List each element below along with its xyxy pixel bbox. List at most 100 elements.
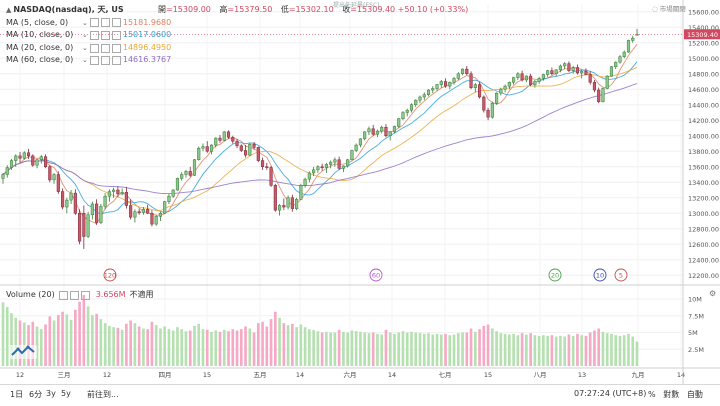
chevron-down-icon[interactable]: ⌄	[82, 31, 88, 40]
candle-body	[107, 191, 111, 197]
candle	[380, 125, 384, 134]
candle	[82, 205, 86, 249]
candle	[112, 187, 116, 198]
candle-body	[9, 160, 14, 168]
auto-button[interactable]: 自動	[686, 390, 703, 399]
candle	[516, 72, 520, 80]
timeframe-1d[interactable]: 1日	[10, 390, 24, 399]
ma-row-20[interactable]: MA (20, close, 0) ⌄ 14896.4950	[6, 42, 171, 55]
candle	[95, 199, 99, 225]
price-chart[interactable]: 120 60 20 10 5 15600.00 15400.00 15200.00 15000…	[0, 0, 720, 384]
volume-bar	[312, 329, 315, 366]
time-tick-label: 六月	[344, 370, 357, 379]
volume-name: Volume (20)	[6, 290, 55, 299]
candle	[397, 117, 401, 128]
candle-body	[231, 137, 235, 142]
candle-body	[222, 131, 226, 141]
close-icon[interactable]	[111, 18, 121, 28]
percent-button[interactable]: %	[648, 390, 656, 399]
chevron-down-icon[interactable]: ⌄	[82, 43, 88, 52]
chevron-down-icon[interactable]: ⌄	[82, 18, 88, 27]
price-tick-label: 14400.00	[688, 101, 719, 109]
candle-body	[26, 152, 31, 157]
eye-icon[interactable]	[58, 290, 68, 300]
close-icon[interactable]	[111, 30, 121, 40]
candle-body	[584, 71, 588, 75]
eye-icon[interactable]	[89, 30, 99, 40]
eye-icon[interactable]	[89, 56, 99, 66]
candle	[601, 87, 605, 103]
eye-icon[interactable]	[89, 18, 99, 28]
symbol-row[interactable]: ▲ NASDAQ(nasdaq), 天, US	[6, 4, 171, 17]
candle-body	[490, 102, 494, 118]
time-tick-label: 15	[203, 371, 211, 379]
goto-button[interactable]: 前往到...	[87, 390, 119, 399]
chevron-down-icon[interactable]: ⌄	[82, 56, 88, 65]
volume-bar	[231, 329, 235, 366]
candle	[350, 149, 354, 161]
volume-bar	[333, 332, 337, 366]
ma-row-60[interactable]: MA (60, close, 0) ⌄ 14616.3767	[6, 54, 171, 67]
candle-body	[507, 82, 511, 87]
ma-row-5[interactable]: MA (5, close, 0) ⌄ 15181.9680	[6, 17, 171, 30]
volume-bar	[244, 326, 247, 366]
volume-legend[interactable]: Volume (20) 3.656M 不適用	[6, 289, 154, 301]
candle	[418, 95, 422, 104]
ma-line	[2, 61, 638, 215]
volume-bar	[546, 335, 549, 366]
candle	[9, 159, 14, 170]
eye-icon[interactable]	[89, 43, 99, 53]
event-marker: 60	[369, 268, 383, 282]
candle-body	[469, 73, 473, 88]
candle-body	[426, 89, 431, 95]
candle	[252, 141, 256, 150]
candle	[571, 66, 575, 74]
candle-body	[452, 78, 456, 83]
candle	[239, 144, 243, 153]
volume-bar	[31, 321, 35, 366]
volume-bar	[120, 329, 124, 366]
volume-bar	[22, 322, 26, 366]
volume-bar	[329, 332, 332, 366]
close-icon[interactable]	[80, 290, 90, 300]
event-markers[interactable]: 120 60 20 10 5	[103, 268, 628, 282]
candle	[567, 61, 571, 73]
ma-line	[2, 44, 638, 225]
settings-icon[interactable]	[100, 18, 110, 28]
timeframe-3y[interactable]: 3y	[46, 389, 56, 398]
gear-icon[interactable]: ⚙	[709, 289, 717, 298]
candle-body	[295, 199, 299, 209]
candle-body	[524, 75, 528, 81]
settings-icon[interactable]	[100, 56, 110, 66]
candle	[626, 39, 631, 53]
candle-body	[367, 128, 371, 133]
volume-bar	[1, 302, 5, 366]
symbol-title[interactable]: NASDAQ(nasdaq), 天, US	[13, 5, 124, 14]
price-tick-label: 15000.00	[688, 55, 719, 63]
timeframe-6m[interactable]: 6分	[29, 390, 43, 399]
candle-body	[116, 189, 120, 195]
timeframe-5y[interactable]: 5y	[61, 389, 71, 398]
close-icon[interactable]	[111, 43, 121, 53]
candle-body	[554, 69, 558, 74]
volume-bar	[39, 329, 43, 366]
volume-bar	[618, 335, 622, 366]
market-status-label: 市場關閉	[659, 5, 686, 13]
candle	[346, 159, 350, 168]
settings-icon[interactable]	[100, 43, 110, 53]
settings-icon[interactable]	[69, 290, 79, 300]
candle	[5, 165, 9, 178]
candle	[256, 146, 260, 163]
event-marker: 20	[548, 268, 562, 282]
volume-bar	[610, 333, 613, 366]
volume-bar	[235, 330, 239, 366]
volume-bar	[376, 333, 379, 366]
log-button[interactable]: 對數	[663, 390, 680, 399]
candle	[431, 86, 435, 94]
collapse-icon[interactable]: ▲	[6, 6, 12, 14]
settings-icon[interactable]	[100, 30, 110, 40]
volume-bar	[393, 333, 396, 366]
ma-row-10[interactable]: MA (10, close, 0) ⌄ 15017.0600	[6, 29, 171, 42]
close-icon[interactable]	[111, 56, 121, 66]
volume-bar	[303, 327, 307, 366]
